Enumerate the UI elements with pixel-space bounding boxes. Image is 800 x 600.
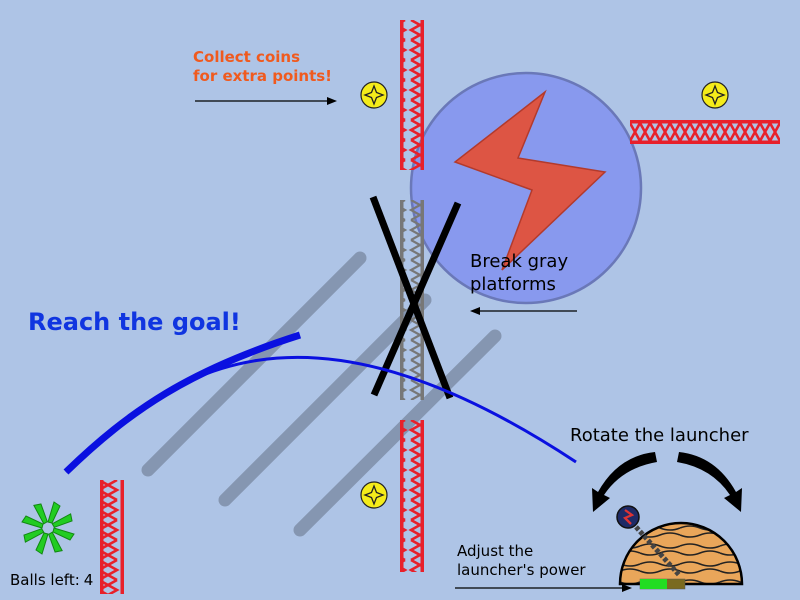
coin-star-icon[interactable] bbox=[701, 81, 729, 109]
collect-coins-hint-line2: for extra points! bbox=[193, 67, 333, 85]
launcher[interactable] bbox=[616, 505, 744, 590]
coins-hint-arrow bbox=[195, 97, 337, 105]
break-hint-arrow bbox=[470, 307, 577, 315]
break-platforms-hint-line2: platforms bbox=[470, 274, 556, 295]
trajectory-line-thick bbox=[63, 331, 302, 475]
girder-bottom-vertical bbox=[400, 420, 424, 572]
goal-vortex-icon bbox=[21, 501, 75, 555]
lightning-bumper-icon bbox=[409, 71, 643, 305]
collect-coins-hint: Collect coins for extra points! bbox=[193, 48, 332, 86]
rotate-launcher-hint: Rotate the launcher bbox=[570, 425, 749, 446]
reach-goal-hint: Reach the goal! bbox=[28, 308, 241, 336]
coin-star-icon[interactable] bbox=[360, 81, 388, 109]
break-platforms-hint-line1: Break gray bbox=[470, 251, 569, 272]
trajectory-line bbox=[64, 355, 577, 474]
launcher-power-hint-line2: launcher's power bbox=[457, 561, 586, 579]
girder-top-right-horizontal bbox=[630, 120, 780, 144]
collect-coins-hint-line1: Collect coins bbox=[193, 48, 300, 66]
girder-left-vertical bbox=[100, 480, 124, 594]
break-x-mark bbox=[369, 195, 462, 400]
rotate-left-arrow-icon bbox=[592, 452, 657, 512]
balls-left-label: Balls left: bbox=[10, 571, 80, 589]
launcher-power-hint-line1: Adjust the bbox=[457, 542, 534, 560]
launcher-barrel[interactable] bbox=[626, 516, 682, 578]
power-hint-arrow bbox=[455, 584, 632, 592]
background-streaks bbox=[141, 251, 502, 537]
rotate-right-arrow-icon bbox=[677, 452, 742, 512]
girder-top-vertical bbox=[400, 20, 424, 170]
coin-star-icon[interactable] bbox=[360, 481, 388, 509]
balls-left-value: 4 bbox=[83, 571, 94, 589]
power-bar-fill bbox=[640, 579, 667, 589]
break-platforms-hint: Break gray platforms bbox=[470, 250, 568, 296]
launcher-ball bbox=[616, 505, 640, 529]
launcher-power-hint: Adjust the launcher's power bbox=[457, 542, 586, 580]
balls-left-counter: Balls left: 4 bbox=[10, 571, 93, 589]
